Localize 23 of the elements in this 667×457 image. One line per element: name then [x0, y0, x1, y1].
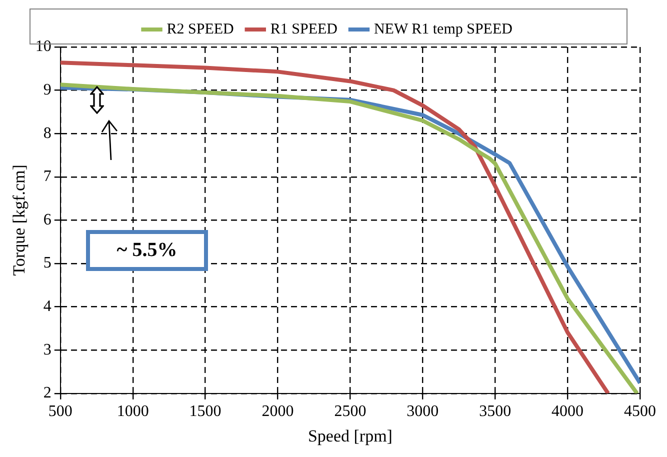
y-tick-label: 8	[43, 124, 52, 142]
x-tick-label: 500	[48, 403, 72, 420]
x-tick-label: 3500	[479, 403, 512, 420]
x-tick-label: 1000	[116, 403, 149, 420]
y-tick-label: 5	[43, 254, 52, 272]
x-tick-label: 4500	[624, 403, 656, 420]
y-axis-title: Torque [kgf.cm]	[10, 164, 29, 276]
legend-label: R2 SPEED	[166, 21, 234, 38]
y-tick-label: 7	[43, 168, 52, 186]
x-axis-title: Speed [rpm]	[308, 426, 392, 446]
legend-label: R1 SPEED	[270, 21, 338, 38]
x-tick-label: 4000	[552, 403, 584, 420]
legend-label: NEW R1 temp SPEED	[374, 21, 513, 38]
y-tick-label: 2	[43, 384, 52, 402]
y-tick-label: 6	[43, 211, 52, 228]
x-tick-label: 2000	[262, 403, 294, 420]
annotation: ~ 5.5%	[86, 230, 208, 271]
x-tick-label: 2500	[334, 403, 366, 420]
x-tick-label: 1500	[189, 403, 222, 420]
y-tick-label: 3	[43, 341, 52, 358]
y-tick-label: 9	[43, 82, 52, 99]
x-tick-label: 3000	[406, 403, 439, 420]
y-tick-label: 4	[43, 298, 52, 316]
